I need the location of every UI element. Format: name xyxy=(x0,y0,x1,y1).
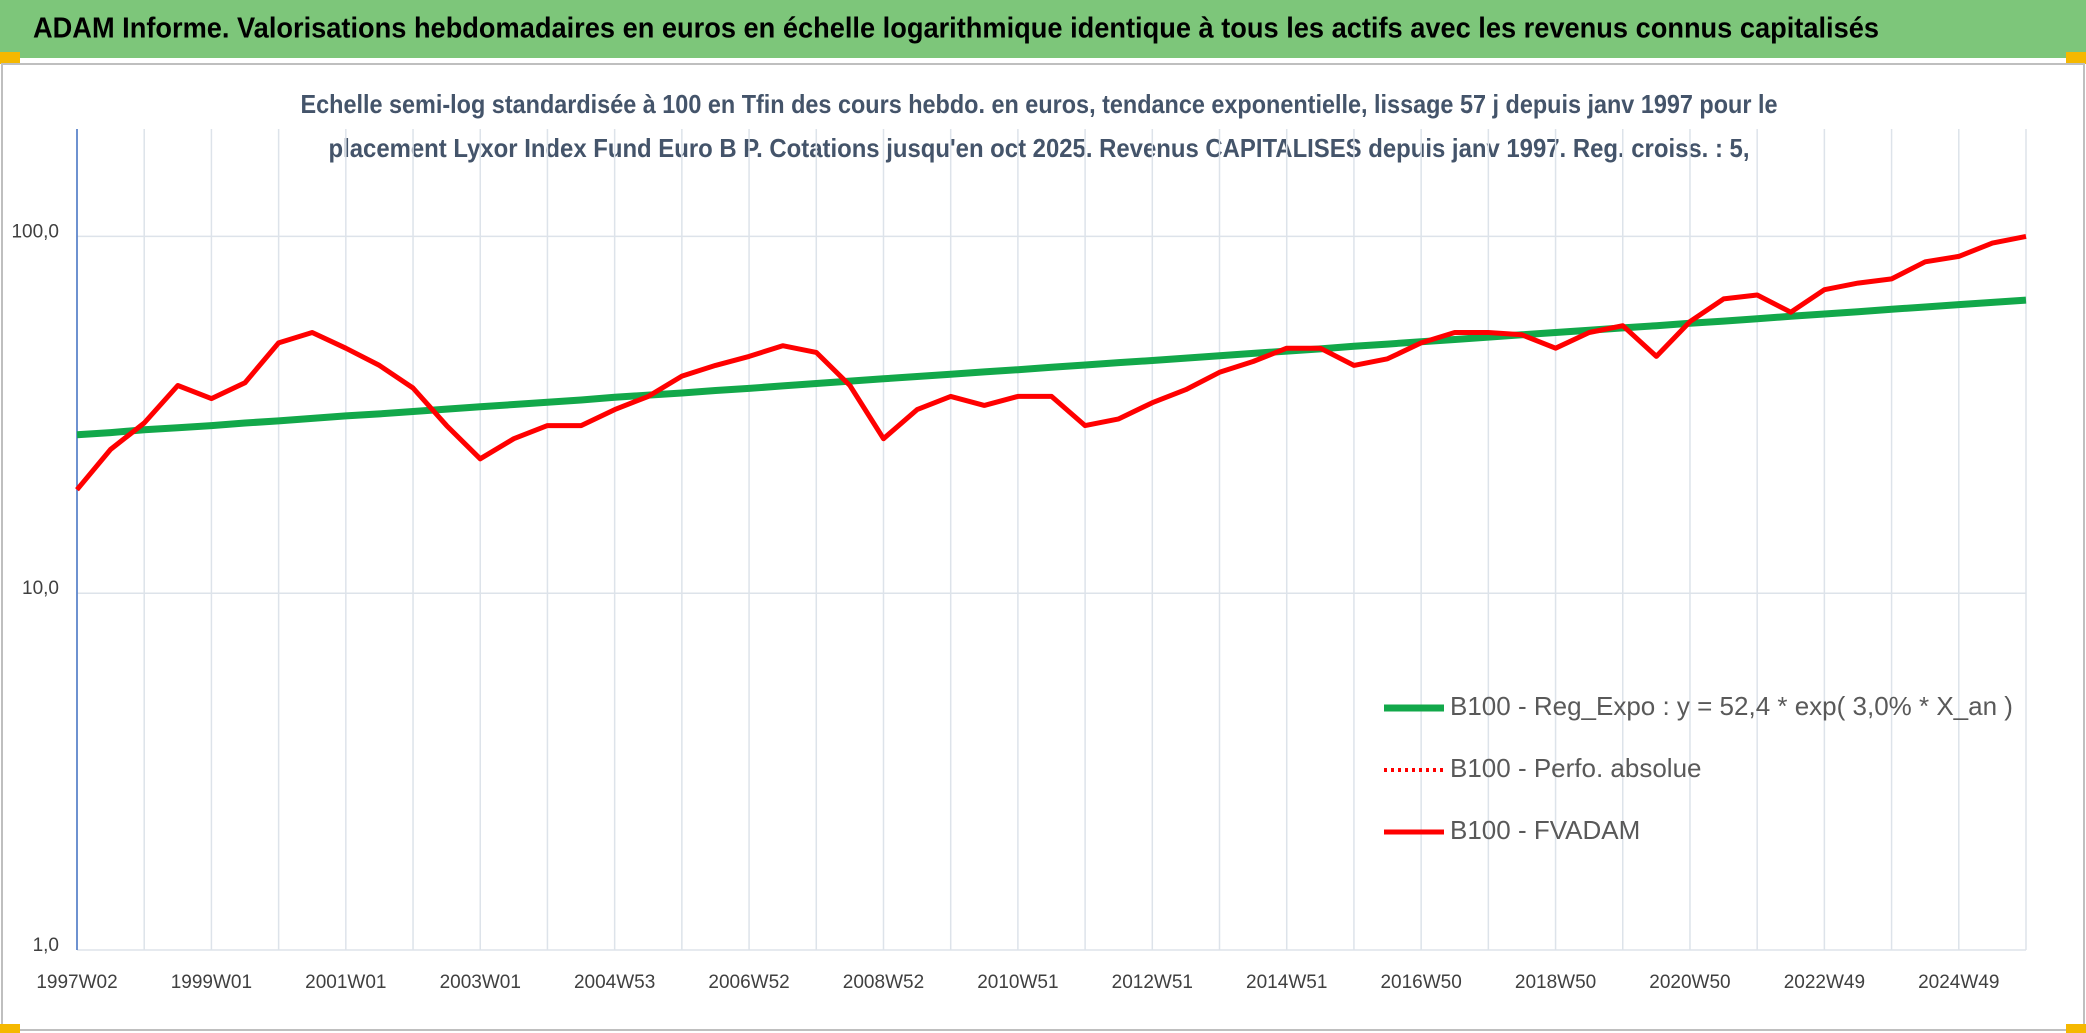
legend-label: B100 - FVADAM xyxy=(1450,815,1640,845)
x-tick-label: 2016W50 xyxy=(1380,972,1461,993)
chart-subtitle: Echelle semi-log standardisée à 100 en T… xyxy=(301,89,1778,119)
chart-subtitle: placement Lyxor Index Fund Euro B P. Cot… xyxy=(329,133,1750,163)
x-tick-label: 2004W53 xyxy=(574,972,655,993)
series-line xyxy=(75,233,2027,492)
y-tick-label: 1,0 xyxy=(33,935,59,956)
legend-label: B100 - Reg_Expo : y = 52,4 * exp( 3,0% *… xyxy=(1450,691,2013,721)
corner-mark xyxy=(0,1024,20,1033)
plot-lines xyxy=(75,233,2027,492)
header-bar xyxy=(0,0,2086,58)
legend: B100 - Reg_Expo : y = 52,4 * exp( 3,0% *… xyxy=(1384,691,2013,845)
x-tick-label: 1999W01 xyxy=(171,972,252,993)
y-tick-label: 100,0 xyxy=(11,221,59,242)
x-tick-label: 2024W49 xyxy=(1918,972,1999,993)
x-tick-label: 2003W01 xyxy=(440,972,521,993)
legend-label: B100 - Perfo. absolue xyxy=(1450,753,1702,783)
corner-mark xyxy=(2066,1024,2086,1033)
x-tick-label: 2010W51 xyxy=(977,972,1058,993)
chart-title: ADAM Informe. Valorisations hebdomadaire… xyxy=(33,13,1879,45)
corner-mark xyxy=(2066,52,2086,64)
corner-mark xyxy=(0,52,20,64)
x-tick-label: 2014W51 xyxy=(1246,972,1327,993)
x-tick-label: 2006W52 xyxy=(708,972,789,993)
grid: 1997W02 1999W01 2001W01 2003W01 2004W53 2006W… xyxy=(11,129,2027,993)
y-tick-label: 10,0 xyxy=(22,578,59,599)
x-tick-label: 2008W52 xyxy=(843,972,924,993)
x-tick-label: 2001W01 xyxy=(305,972,386,993)
frame xyxy=(1,63,2085,1031)
x-tick-label: 1997W02 xyxy=(36,972,117,993)
x-tick-label: 2020W50 xyxy=(1649,972,1730,993)
x-tick-label: 2018W50 xyxy=(1515,972,1596,993)
series-line xyxy=(76,296,2027,439)
x-tick-label: 2012W51 xyxy=(1112,972,1193,993)
x-tick-label: 2022W49 xyxy=(1784,972,1865,993)
